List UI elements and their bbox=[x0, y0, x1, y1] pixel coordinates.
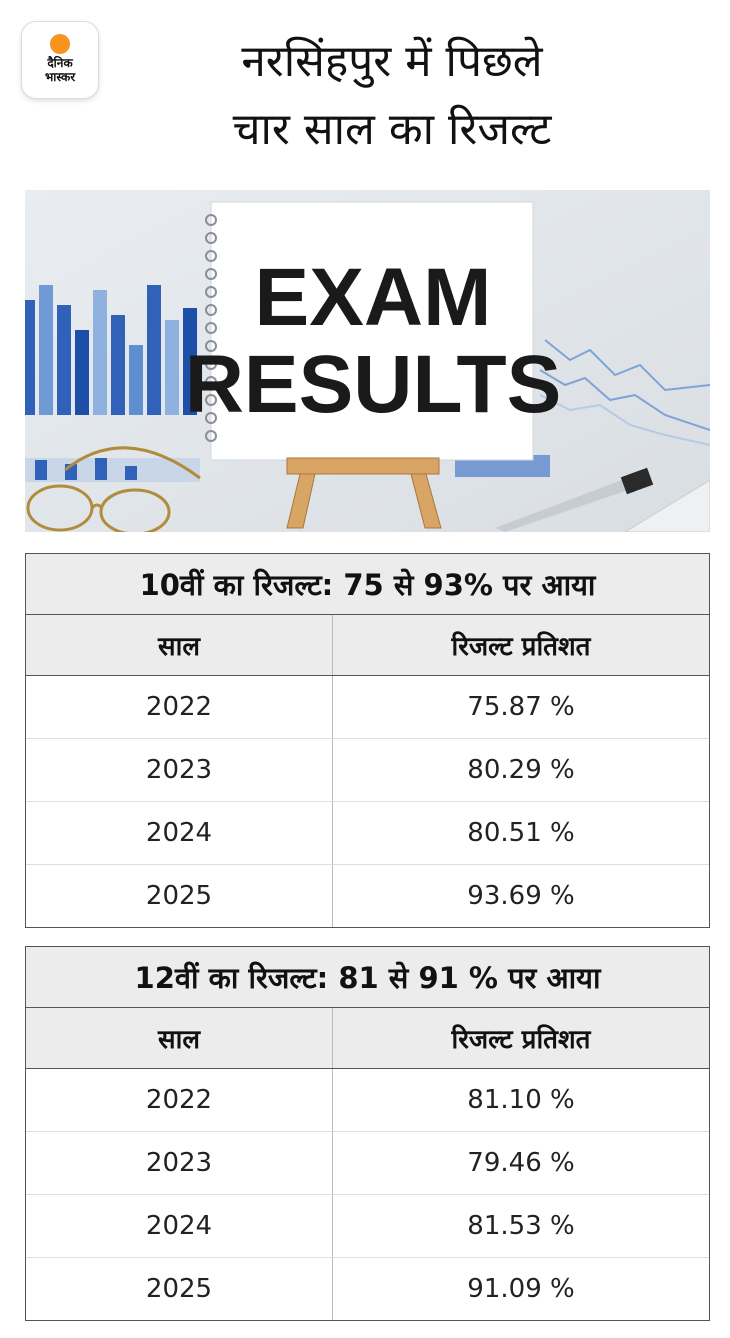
photo-text-results: RESULTS bbox=[185, 339, 562, 430]
header-year: साल bbox=[26, 615, 333, 675]
table-header: साल रिजल्ट प्रतिशत bbox=[26, 1008, 709, 1069]
table-header: साल रिजल्ट प्रतिशत bbox=[26, 615, 709, 676]
header-year: साल bbox=[26, 1008, 333, 1068]
logo-line-1: दैनिक bbox=[47, 56, 73, 70]
table-row: 2023 79.46 % bbox=[26, 1132, 709, 1195]
cell-year: 2024 bbox=[26, 802, 333, 864]
header-result: रिजल्ट प्रतिशत bbox=[451, 632, 591, 662]
cell-year: 2022 bbox=[26, 676, 333, 738]
cell-result: 81.53 % bbox=[467, 1211, 575, 1241]
bar-chart-icon bbox=[25, 285, 200, 482]
cell-result: 91.09 % bbox=[467, 1274, 575, 1304]
class12-result-table: 12वीं का रिजल्ट: 81 से 91 % पर आया साल र… bbox=[25, 946, 710, 1321]
cell-year: 2025 bbox=[26, 865, 333, 927]
title-line-1: नरसिंहपुर में पिछले bbox=[241, 36, 543, 87]
cell-result: 80.51 % bbox=[467, 818, 575, 848]
eyeglasses-icon bbox=[26, 446, 201, 532]
table-row: 2024 81.53 % bbox=[26, 1195, 709, 1258]
table-row: 2025 91.09 % bbox=[26, 1258, 709, 1320]
table-row: 2025 93.69 % bbox=[26, 865, 709, 927]
cell-result: 75.87 % bbox=[467, 692, 575, 722]
cell-year: 2024 bbox=[26, 1195, 333, 1257]
cell-year: 2025 bbox=[26, 1258, 333, 1320]
table-row: 2024 80.51 % bbox=[26, 802, 709, 865]
header-result: रिजल्ट प्रतिशत bbox=[451, 1025, 591, 1055]
easel-stand bbox=[286, 457, 442, 529]
page-title: नरसिंहपुर में पिछले चार साल का रिजल्ट bbox=[112, 28, 672, 164]
table-caption: 10वीं का रिजल्ट: 75 से 93% पर आया bbox=[26, 554, 709, 615]
sun-icon bbox=[50, 34, 70, 54]
table-row: 2023 80.29 % bbox=[26, 739, 709, 802]
cell-year: 2023 bbox=[26, 739, 333, 801]
table-row: 2022 75.87 % bbox=[26, 676, 709, 739]
cell-result: 93.69 % bbox=[467, 881, 575, 911]
exam-results-photo: EXAM RESULTS bbox=[25, 190, 710, 532]
title-line-2: चार साल का रिजल्ट bbox=[232, 104, 552, 155]
cell-result: 80.29 % bbox=[467, 755, 575, 785]
brand-logo: दैनिक भास्कर bbox=[22, 22, 98, 98]
table-row: 2022 81.10 % bbox=[26, 1069, 709, 1132]
cell-year: 2022 bbox=[26, 1069, 333, 1131]
line-chart-icon bbox=[539, 339, 710, 446]
class10-result-table: 10वीं का रिजल्ट: 75 से 93% पर आया साल रि… bbox=[25, 553, 710, 928]
cell-result: 81.10 % bbox=[467, 1085, 575, 1115]
cell-result: 79.46 % bbox=[467, 1148, 575, 1178]
keyboard-icon bbox=[624, 479, 710, 532]
spiral-binding bbox=[205, 214, 217, 442]
cell-year: 2023 bbox=[26, 1132, 333, 1194]
pen-icon bbox=[495, 467, 654, 532]
table-caption: 12वीं का रिजल्ट: 81 से 91 % पर आया bbox=[26, 947, 709, 1008]
logo-line-2: भास्कर bbox=[44, 70, 76, 84]
photo-text-exam: EXAM bbox=[255, 252, 492, 343]
